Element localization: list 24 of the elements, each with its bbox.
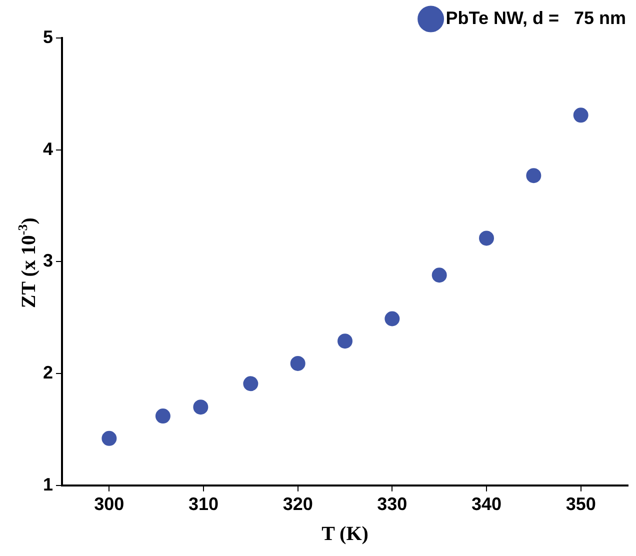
x-tick-label: 350 — [566, 494, 596, 514]
x-tick-label: 320 — [282, 494, 313, 514]
legend-label: PbTe NW, d = 75 nm — [446, 8, 626, 28]
point — [384, 311, 400, 326]
point — [243, 376, 258, 392]
y-tick-label: 2 — [42, 362, 54, 383]
point — [290, 356, 306, 371]
point — [526, 168, 542, 184]
point — [338, 334, 353, 349]
point — [155, 408, 170, 424]
y-tick-label: 1 — [42, 474, 54, 494]
y-tick-label: 3 — [42, 250, 54, 271]
x-tick-label: 340 — [471, 494, 502, 514]
point — [479, 230, 494, 246]
point — [573, 108, 588, 123]
point — [193, 400, 208, 415]
x-tick-label: 300 — [94, 494, 124, 514]
point — [432, 268, 447, 283]
x-axis-title: T (K) — [322, 523, 368, 546]
x-tick-label: 330 — [377, 494, 408, 514]
y-tick-label: 5 — [42, 26, 54, 47]
y-tick-label: 4 — [42, 138, 54, 159]
x-tick-label: 310 — [188, 494, 219, 514]
point — [102, 430, 117, 446]
